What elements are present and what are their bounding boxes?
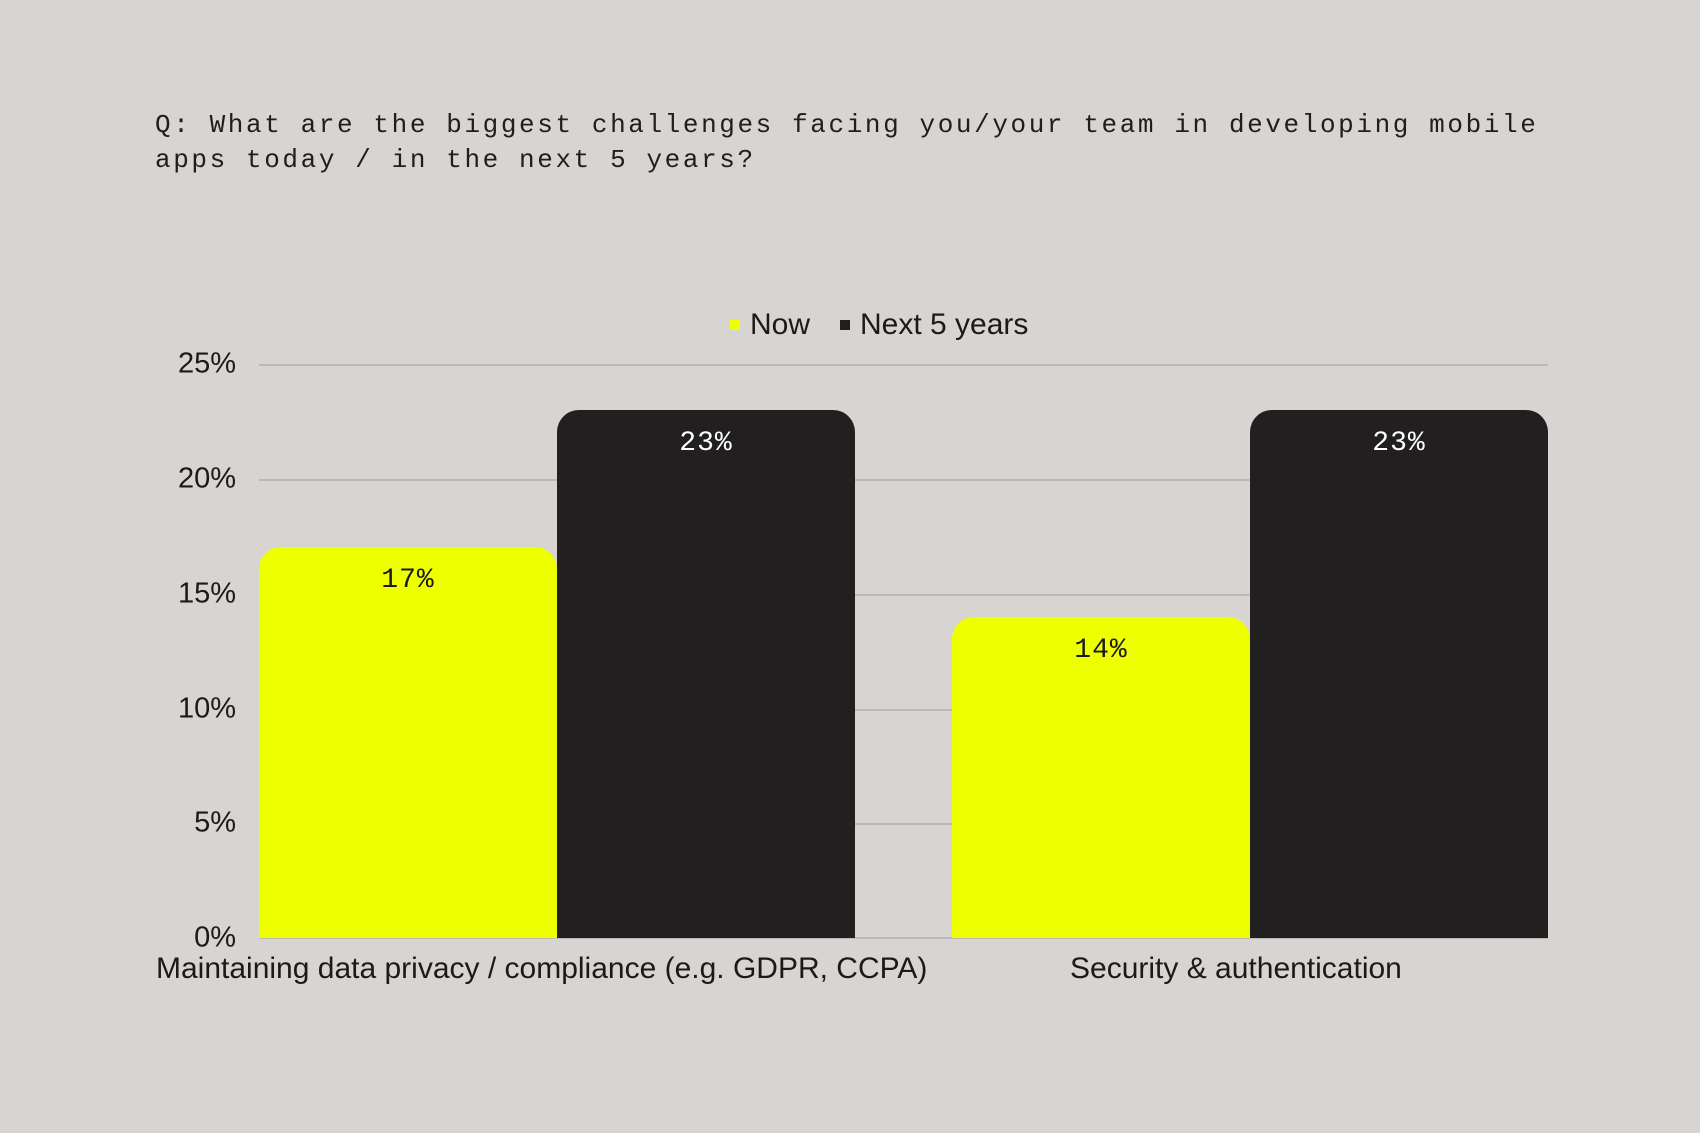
y-tick-0: 0%	[194, 921, 236, 954]
bar-privacy-now: 17%	[259, 547, 557, 938]
gridline-20	[259, 479, 1548, 481]
y-tick-5: 5%	[194, 806, 236, 839]
gridline-10	[259, 709, 1548, 711]
plot-area: 17% 23% 14% 23%	[259, 364, 1548, 939]
legend-item-now: Now	[730, 308, 810, 342]
y-tick-15: 15%	[177, 577, 236, 610]
chart-legend: Now Next 5 years	[730, 308, 1058, 342]
gridline-5	[259, 823, 1548, 825]
bar-privacy-next5: 23%	[557, 410, 855, 938]
legend-label-next5: Next 5 years	[860, 308, 1029, 341]
gridline-15	[259, 594, 1548, 596]
y-tick-20: 20%	[177, 462, 236, 495]
bar-value-label: 23%	[679, 428, 733, 459]
legend-label-now: Now	[750, 308, 811, 341]
bar-security-now: 14%	[952, 617, 1250, 938]
x-category-security: Security & authentication	[1070, 952, 1402, 985]
y-tick-25: 25%	[177, 347, 236, 380]
baseline	[259, 937, 1548, 939]
y-tick-10: 10%	[177, 692, 236, 725]
bar-value-label: 14%	[1074, 635, 1128, 666]
legend-item-next5: Next 5 years	[840, 308, 1028, 342]
gridline-25	[259, 364, 1548, 366]
bar-security-next5: 23%	[1250, 410, 1548, 938]
bar-value-label: 23%	[1372, 428, 1426, 459]
legend-swatch-now-icon	[730, 320, 740, 330]
survey-question: Q: What are the biggest challenges facin…	[155, 110, 1539, 175]
legend-swatch-next5-icon	[840, 320, 851, 330]
x-category-privacy: Maintaining data privacy / compliance (e…	[156, 952, 928, 985]
bar-value-label: 17%	[381, 565, 435, 596]
